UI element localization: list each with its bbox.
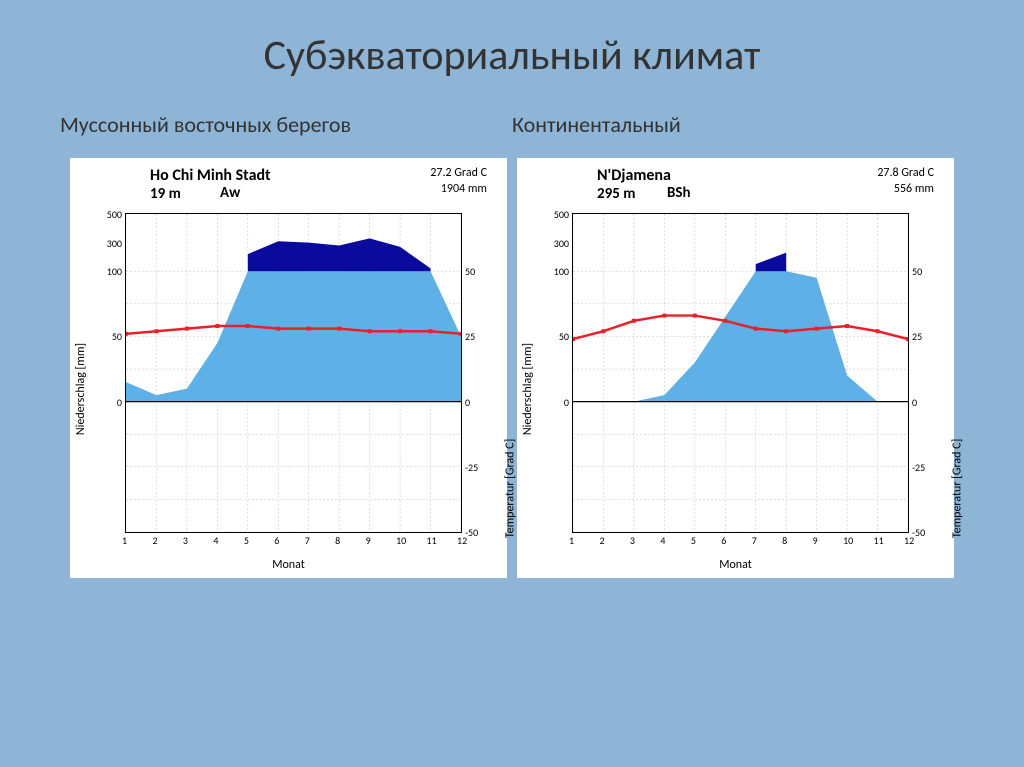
axis-tick: 3: [630, 534, 635, 547]
right-subtitle: Континентальный: [512, 111, 964, 138]
axis-tick: 500: [107, 208, 122, 221]
axis-tick: 0: [912, 396, 917, 409]
axis-tick: 50: [465, 265, 475, 278]
plot-area: 050100300500-50-2502550123456789101112: [572, 213, 909, 533]
axis-tick: 10: [843, 534, 853, 547]
chart-meta: 27.2 Grad C1904 mm: [430, 166, 487, 197]
temp-axis-label: Temperatur [Grad C]: [950, 439, 964, 538]
axis-tick: 8: [335, 534, 340, 547]
axis-tick: 300: [107, 237, 122, 250]
chart-meta: 27.8 Grad C556 mm: [877, 166, 934, 197]
axis-tick: -25: [465, 461, 478, 474]
axis-tick: 2: [152, 534, 157, 547]
axis-tick: 2: [599, 534, 604, 547]
temp-axis-label: Temperatur [Grad C]: [503, 439, 517, 538]
subtitle-row: Муссонный восточных берегов Континенталь…: [0, 111, 1024, 138]
axis-tick: 0: [465, 396, 470, 409]
axis-tick: 100: [107, 265, 122, 278]
axis-tick: 5: [691, 534, 696, 547]
axis-tick: 50: [112, 330, 122, 343]
axis-tick: 5: [244, 534, 249, 547]
axis-tick: 25: [465, 330, 475, 343]
climate-chart-right: N'Djamena 295 m BSh 27.8 Grad C556 mm Ni…: [517, 158, 954, 578]
axis-tick: 7: [752, 534, 757, 547]
axis-tick: 300: [554, 237, 569, 250]
axis-tick: 9: [366, 534, 371, 547]
plot-area: 050100300500-50-2502550123456789101112: [125, 213, 462, 533]
axis-tick: 8: [782, 534, 787, 547]
axis-tick: 12: [457, 534, 467, 547]
axis-tick: -25: [912, 461, 925, 474]
month-axis-label: Monat: [719, 558, 752, 572]
koppen-code: BSh: [667, 184, 691, 202]
axis-tick: 4: [660, 534, 665, 547]
axis-tick: 50: [912, 265, 922, 278]
axis-tick: 4: [213, 534, 218, 547]
axis-tick: 1: [122, 534, 127, 547]
climate-chart-left: Ho Chi Minh Stadt 19 m Aw 27.2 Grad C190…: [70, 158, 507, 578]
axis-tick: 11: [427, 534, 437, 547]
axis-tick: 3: [183, 534, 188, 547]
month-axis-label: Monat: [272, 558, 305, 572]
axis-tick: 12: [904, 534, 914, 547]
koppen-code: Aw: [220, 184, 240, 202]
precip-axis-label: Niederschlag [mm]: [74, 343, 88, 435]
axis-tick: 50: [559, 330, 569, 343]
axis-tick: 0: [564, 396, 569, 409]
axis-tick: 6: [721, 534, 726, 547]
axis-tick: 9: [813, 534, 818, 547]
axis-tick: 6: [274, 534, 279, 547]
axis-tick: 11: [874, 534, 884, 547]
axis-tick: 500: [554, 208, 569, 221]
axis-tick: 100: [554, 265, 569, 278]
axis-tick: 10: [396, 534, 406, 547]
axis-tick: 7: [305, 534, 310, 547]
slide-title: Субэкваториальный климат: [0, 0, 1024, 81]
axis-tick: 1: [569, 534, 574, 547]
axis-tick: 25: [912, 330, 922, 343]
precip-axis-label: Niederschlag [mm]: [521, 343, 535, 435]
charts-container: Ho Chi Minh Stadt 19 m Aw 27.2 Grad C190…: [0, 138, 1024, 578]
left-subtitle: Муссонный восточных берегов: [60, 111, 512, 138]
axis-tick: 0: [117, 396, 122, 409]
